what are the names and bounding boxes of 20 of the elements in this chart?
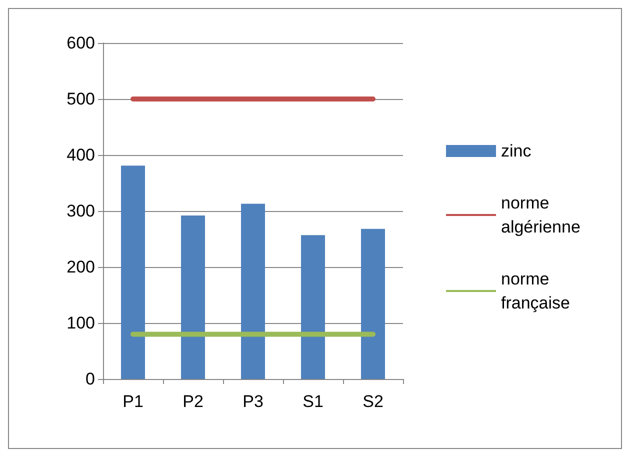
y-tick-label: 100 xyxy=(66,314,95,332)
x-tick-label: P3 xyxy=(242,392,264,411)
y-tick-label: 200 xyxy=(66,258,95,276)
bar xyxy=(241,204,265,379)
legend-label: norme algérienne xyxy=(501,194,580,236)
y-tick-label: 0 xyxy=(86,370,95,388)
x-tick-label: P1 xyxy=(122,392,144,411)
x-tick-label: S1 xyxy=(302,392,324,411)
bar xyxy=(121,166,145,379)
bar xyxy=(361,228,385,379)
y-tick-label: 600 xyxy=(66,34,95,52)
y-tick-label: 400 xyxy=(66,146,95,164)
legend-label: zinc xyxy=(501,142,532,160)
x-tick-label: S2 xyxy=(362,392,384,411)
bar xyxy=(181,215,205,379)
x-tick-label: P2 xyxy=(182,392,204,411)
legend-label: norme française xyxy=(501,270,570,312)
bar xyxy=(301,235,325,379)
y-tick-label: 500 xyxy=(66,90,95,108)
y-tick-label: 300 xyxy=(66,202,95,220)
